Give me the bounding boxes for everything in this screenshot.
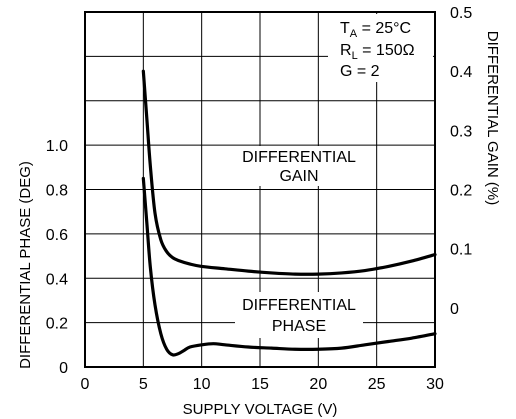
phase-label-line2: PHASE (272, 318, 326, 335)
left-tick-label: 0 (59, 360, 68, 377)
left-axis-title: DIFFERENTIAL PHASE (DEG) (17, 161, 34, 369)
right-tick-label: 0 (450, 301, 459, 318)
condition-temperature: TA = 25°C (340, 20, 411, 40)
right-tick-label: 0.3 (450, 123, 472, 140)
left-tick-label: 0.8 (46, 183, 68, 200)
x-tick-label: 10 (193, 376, 211, 393)
left-tick-labels: 0 0.2 0.4 0.6 0.8 1.0 (46, 138, 68, 377)
phase-label-bg (235, 292, 363, 338)
left-tick-label: 0.4 (46, 271, 68, 288)
right-tick-label: 0.4 (450, 64, 472, 81)
x-tick-label: 5 (139, 376, 148, 393)
right-tick-label: 0.2 (450, 183, 472, 200)
condition-gain: G = 2 (340, 63, 380, 80)
right-axis-title: DIFFERENTIAL GAIN (%) (484, 31, 501, 205)
phase-label-line1: DIFFERENTIAL (242, 297, 356, 314)
x-tick-label: 25 (368, 376, 386, 393)
gain-label-line1: DIFFERENTIAL (242, 149, 356, 166)
x-tick-label: 20 (309, 376, 327, 393)
differential-gain-line (141, 69, 437, 276)
left-tick-label: 1.0 (46, 138, 68, 155)
plot-frame (84, 11, 436, 368)
x-tick-label: 0 (81, 376, 90, 393)
curves (141, 69, 437, 357)
right-tick-label: 0.1 (450, 242, 472, 259)
x-tick-label: 15 (251, 376, 269, 393)
right-tick-label: 0.5 (450, 5, 472, 22)
left-tick-label: 0.2 (46, 316, 68, 333)
right-tick-labels: 0 0.1 0.2 0.3 0.4 0.5 (450, 5, 472, 318)
gain-label-bg (235, 146, 363, 186)
gain-label-line2: GAIN (279, 168, 318, 185)
x-tick-labels: 0 5 10 15 20 25 30 (81, 376, 444, 393)
x-tick-label: 30 (426, 376, 444, 393)
left-tick-label: 0.6 (46, 227, 68, 244)
condition-load: RL = 150Ω (340, 42, 415, 62)
differential-phase-line (141, 176, 437, 357)
conditions-bg (328, 14, 433, 82)
x-axis-title: SUPPLY VOLTAGE (V) (183, 401, 338, 418)
